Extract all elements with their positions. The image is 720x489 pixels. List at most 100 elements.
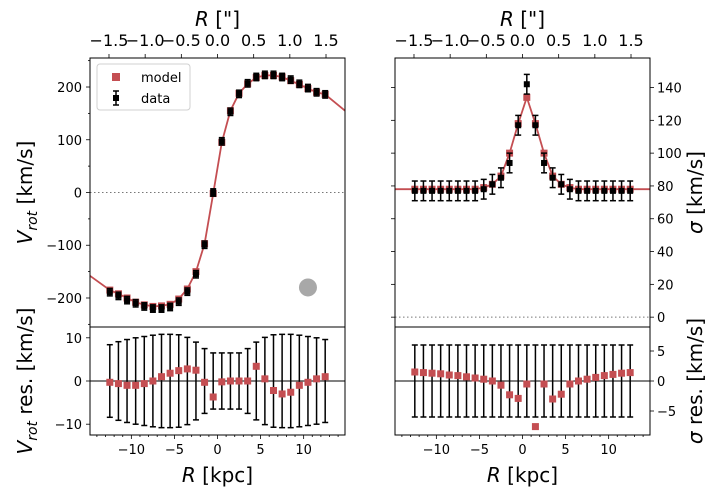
vrot-res-point [183,365,191,373]
top-x-tick-label: 0.5 [241,31,266,50]
vrot-res-point [313,375,321,383]
sigma-res-ylabel: σ res. [km/s] [683,318,707,444]
vrot-res-point [218,378,226,386]
sigma-data-point [541,159,548,166]
sigma-res-point [626,369,634,377]
sigma-data-point [575,187,582,194]
y-tick-label: 10 [65,332,82,347]
vrot-res-xaxis: −10 −5 0 5 10 [96,435,339,458]
vrot-data-point [244,80,251,87]
y-tick-label: −10 [55,418,82,433]
sigma-main-panel: 0 20 40 60 80 100 120 140 [391,57,682,328]
vrot-res-point [295,381,303,389]
y-tick-label: 200 [57,81,82,96]
vrot-data-point [279,73,286,80]
vrot-data-point [175,298,182,305]
vrot-res-point [123,381,131,389]
y-tick-label: 140 [657,82,682,97]
y-tick-label: 5 [657,345,665,360]
top-x-tick-label: −1.5 [90,31,129,50]
sigma-data-point [592,187,599,194]
vrot-res-point [226,377,234,385]
legend-box [96,63,191,111]
y-tick-label: 60 [657,213,674,228]
sigma-top-xlabel: R ["] [500,7,545,31]
vrot-data-point [261,71,268,78]
vrot-data-point [313,89,320,96]
vrot-model-curve [89,74,346,308]
top-x-tick-label: −0.5 [162,31,201,50]
sigma-res-xlabel: R [kpc] [487,463,558,487]
top-x-tick-label: 0.0 [510,31,535,50]
y-tick-label: 80 [657,180,674,195]
top-x-tick-label: 1.0 [582,31,607,50]
sigma-data-point [618,187,625,194]
sigma-data-point [429,187,436,194]
y-tick-label: −5 [657,405,676,420]
sigma-data-point [463,187,470,194]
legend-model-marker [112,73,120,81]
vrot-res-point [321,373,329,381]
sigma-res-point [583,375,591,383]
legend-model-label: model [141,71,181,86]
sigma-res-point [463,373,471,381]
sigma-data-point [506,159,513,166]
sigma-top-axis: −1.5−1.0−0.5 0.0 0.5 1.0 1.5 [395,31,644,58]
vrot-ylabel: Vrot [km/s] [13,141,41,245]
vrot-res-point [158,373,166,381]
sigma-res-point [488,377,496,385]
sigma-data-point [549,174,556,181]
vrot-res-point [114,380,122,388]
vrot-res-point [278,390,286,398]
x-tick-label: 5 [561,443,569,458]
vrot-data-point [158,305,165,312]
beam-marker [298,278,317,297]
sigma-ylabel: σ [km/s] [683,151,707,234]
sigma-res-point [600,372,608,380]
vrot-data-point [192,271,199,278]
sigma-res-point [428,369,436,377]
top-x-tick-label: 1.5 [618,31,643,50]
vrot-residual-panel: −10 0 10 [55,326,346,436]
sigma-res-point [618,369,626,377]
vrot-data-point [201,241,208,248]
sigma-data-point [523,81,530,88]
vrot-top-xlabel: R ["] [195,7,240,31]
top-x-tick-label: 0.5 [546,31,571,50]
sigma-residual-panel: −5 0 5 [394,326,676,436]
vrot-data-point [167,303,174,310]
sigma-data-point [566,186,573,193]
top-x-tick-label: −1.5 [395,31,434,50]
y-tick-label: 0 [657,375,665,390]
top-x-tick-label: 1.0 [277,31,302,50]
vrot-res-point [132,381,140,389]
sigma-model-point [523,93,531,101]
x-tick-label: 10 [295,443,312,458]
vrot-res-point [209,393,217,401]
sigma-data-point [497,174,504,181]
y-tick-label: 40 [657,246,674,261]
vrot-res-point [192,366,200,374]
sigma-res-point [471,374,479,382]
sigma-res-point [566,380,574,388]
vrot-data-point [287,76,294,83]
top-x-tick-label: −0.5 [467,31,506,50]
vrot-data-point [218,138,225,145]
y-tick-label: 100 [57,134,82,149]
y-tick-label: 100 [657,147,682,162]
vrot-res-point [175,367,183,375]
x-tick-label: 10 [600,443,617,458]
x-tick-label: −5 [470,443,489,458]
sigma-data-point [411,187,418,194]
y-tick-label: 0 [74,375,82,390]
sigma-res-point [480,375,488,383]
vrot-main-panel: −200 −100 0 100 200 [46,57,346,328]
vrot-data-point [236,90,243,97]
vrot-res-point [287,388,295,396]
x-tick-label: 5 [256,443,264,458]
legend: model data [96,63,191,111]
sigma-res-point [445,371,453,379]
sigma-data-point [601,187,608,194]
vrot-data-point [184,288,191,295]
sigma-data-point [515,122,522,129]
